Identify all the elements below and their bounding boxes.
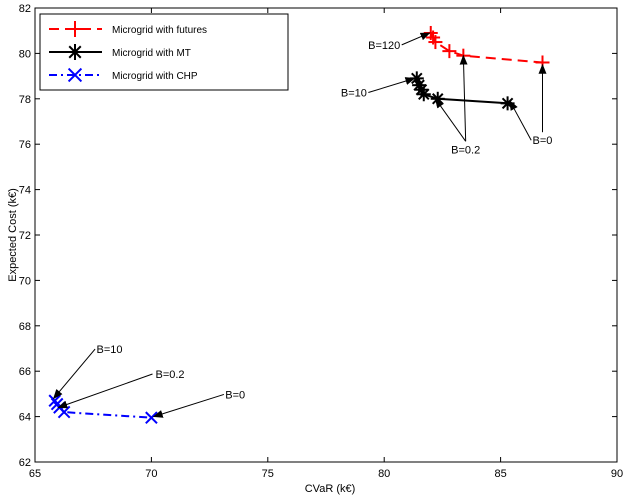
y-tick-label: 72 <box>19 230 31 242</box>
annotation-label-1: B=10 <box>341 88 367 100</box>
legend-marker-1-stroke <box>68 45 82 59</box>
legend-label-1: Microgrid with MT <box>112 48 191 59</box>
annotation-arrow-1-0 <box>368 77 416 94</box>
series-1-point-5 <box>500 96 515 111</box>
legend-label-2: Microgrid with CHP <box>112 71 198 82</box>
legend-marker-2-stroke <box>67 67 83 83</box>
x-tick-label: 70 <box>145 468 157 480</box>
y-tick-label: 68 <box>19 321 31 333</box>
annotation-label-4: B=10 <box>96 344 122 356</box>
annotation-arrow-6-0 <box>152 393 225 418</box>
y-tick-label: 82 <box>19 3 31 15</box>
series-1-point-3-stroke <box>418 88 430 101</box>
y-tick-label: 62 <box>19 457 31 469</box>
series-1-point-5-stroke <box>501 97 514 110</box>
legend-label-0: Microgrid with futures <box>112 25 207 36</box>
x-tick-label: 80 <box>378 468 390 480</box>
x-tick-label: 75 <box>262 468 274 480</box>
annotation-arrow-2-0 <box>434 97 467 142</box>
annotation-arrow-3-0 <box>509 100 532 141</box>
series-2-point-3-stroke <box>57 405 71 419</box>
series-0-point-2 <box>428 35 443 50</box>
y-tick-label: 70 <box>19 275 31 287</box>
x-tick-label: 85 <box>494 468 506 480</box>
series-1-point-1-stroke <box>413 79 425 91</box>
legend-marker-1 <box>67 44 83 60</box>
y-axis-label: Expected Cost (k€) <box>7 188 19 282</box>
annotation-label-3: B=0 <box>533 135 553 147</box>
series-1-point-2-stroke <box>415 83 428 96</box>
y-tick-label: 80 <box>19 48 31 60</box>
annotation-label-2: B=0.2 <box>451 144 480 156</box>
legend-marker-2 <box>67 67 83 83</box>
y-tick-label: 64 <box>19 412 31 424</box>
series-0-point-3 <box>442 44 457 59</box>
annotation-label-6: B=0 <box>225 389 245 401</box>
x-axis-label: CVaR (k€) <box>305 483 356 495</box>
legend-marker-0 <box>67 21 83 37</box>
y-tick-label: 78 <box>19 94 31 106</box>
y-tick-label: 74 <box>19 185 31 197</box>
annotation-label-0: B=120 <box>368 40 400 52</box>
y-tick-label: 66 <box>19 366 31 378</box>
annotation-arrow-5-0 <box>57 373 153 409</box>
annotation-arrow-0-0 <box>401 32 431 46</box>
y-tick-label: 76 <box>19 139 31 151</box>
series-1-point-3 <box>416 87 431 102</box>
annotation-arrow-2-1 <box>459 54 468 142</box>
series-1-point-4 <box>430 91 445 106</box>
annotation-label-5: B=0.2 <box>155 369 184 381</box>
annotation-arrow-4-0 <box>52 348 96 400</box>
series-2-point-3 <box>57 405 71 419</box>
x-tick-label: 90 <box>611 468 623 480</box>
x-tick-label: 65 <box>29 468 41 480</box>
